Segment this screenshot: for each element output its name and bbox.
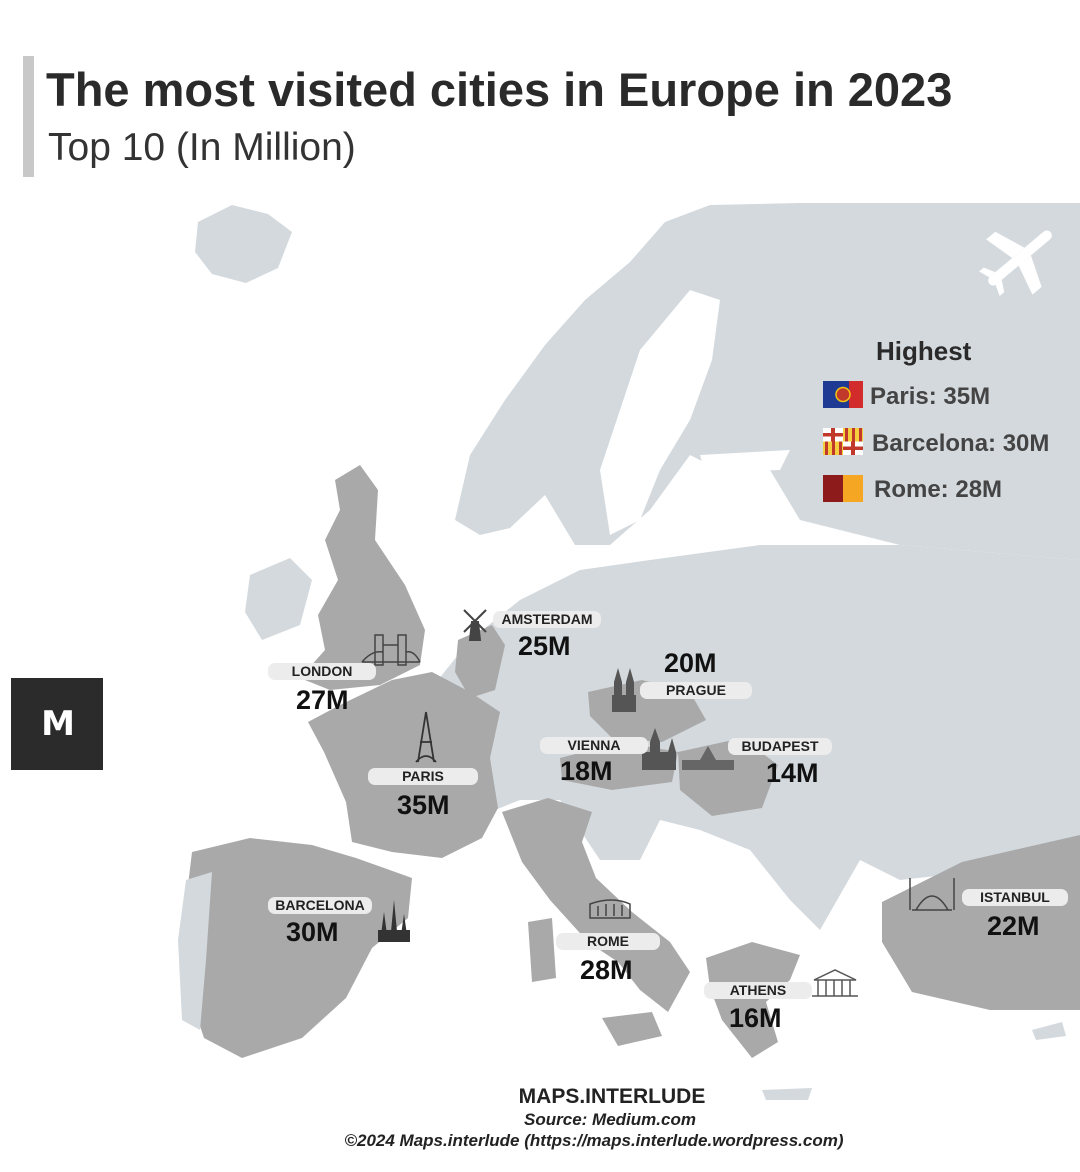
land-continent: [420, 545, 1080, 930]
page-subtitle: Top 10 (In Million): [48, 126, 356, 169]
parliament-icon: [682, 746, 734, 770]
city-label-rome: ROME: [556, 933, 660, 950]
city-label-amsterdam: AMSTERDAM: [493, 611, 601, 628]
land-iceland: [195, 205, 292, 283]
city-value-amsterdam: 25M: [518, 631, 571, 661]
city-value-prague: 20M: [664, 648, 717, 678]
colosseum-icon: [589, 899, 631, 919]
land-scandinavia-russia: [455, 203, 1080, 560]
city-value-barcelona: 30M: [286, 917, 339, 947]
legend-item-rome: Rome: 28M: [874, 476, 1003, 503]
paris-flag-icon: [823, 381, 863, 408]
city-value-athens: 16M: [729, 1003, 782, 1033]
land-sicily: [602, 1012, 662, 1046]
city-label-barcelona: BARCELONA: [268, 897, 372, 914]
city-label-istanbul: ISTANBUL: [962, 889, 1068, 906]
city-label-prague: PRAGUE: [640, 682, 752, 699]
sagrada-familia-icon: [378, 900, 410, 942]
city-label-vienna: VIENNA: [540, 737, 648, 754]
airplane-icon: [979, 230, 1052, 296]
legend-title: Highest: [876, 336, 972, 366]
city-value-budapest: 14M: [766, 758, 819, 788]
city-value-vienna: 18M: [560, 756, 613, 786]
rome-flag-icon: [823, 475, 863, 502]
eiffel-tower-icon: [415, 711, 437, 763]
city-label-budapest: BUDAPEST: [728, 738, 832, 755]
tyn-church-icon: [612, 668, 636, 712]
land-cyprus: [1032, 1022, 1066, 1040]
baltic-finland-gulf: [700, 450, 790, 472]
land-ireland: [245, 558, 312, 640]
land-sardinia: [528, 918, 556, 982]
legend-item-paris: Paris: 35M: [870, 383, 991, 410]
land-crete: [762, 1088, 812, 1100]
stephansdom-icon: [642, 728, 676, 770]
city-label-athens: ATHENS: [704, 982, 812, 999]
hagia-sophia-icon: [909, 878, 955, 911]
land-greece: [706, 942, 800, 1058]
land-turkey: [882, 835, 1080, 1010]
footer-copyright: ©2024 Maps.interlude (https://maps.inter…: [344, 1131, 844, 1150]
city-label-paris: PARIS: [368, 768, 478, 785]
legend-item-barcelona: Barcelona: 30M: [872, 430, 1050, 457]
land-portugal: [178, 872, 212, 1030]
page-title: The most visited cities in Europe in 202…: [46, 63, 953, 116]
city-label-london: LONDON: [268, 663, 376, 680]
barcelona-flag-icon: [823, 428, 863, 455]
city-value-paris: 35M: [397, 790, 450, 820]
maps-interlude-logo: M: [11, 678, 103, 770]
land-uk: [300, 465, 425, 690]
tower-bridge-icon: [361, 634, 421, 666]
city-value-london: 27M: [296, 685, 349, 715]
land-italy: [502, 798, 690, 1012]
land-france: [308, 672, 500, 858]
city-value-istanbul: 22M: [987, 911, 1040, 941]
land-iberia: [182, 838, 412, 1058]
parthenon-icon: [812, 969, 858, 997]
baltic-sea: [600, 290, 720, 535]
title-accent-bar: [23, 56, 34, 177]
city-value-rome: 28M: [580, 955, 633, 985]
windmill-icon: [463, 609, 487, 641]
footer-brand: MAPS.INTERLUDE: [518, 1085, 706, 1108]
land-netherlands: [455, 625, 505, 698]
footer-source: Source: Medium.com: [524, 1110, 696, 1129]
